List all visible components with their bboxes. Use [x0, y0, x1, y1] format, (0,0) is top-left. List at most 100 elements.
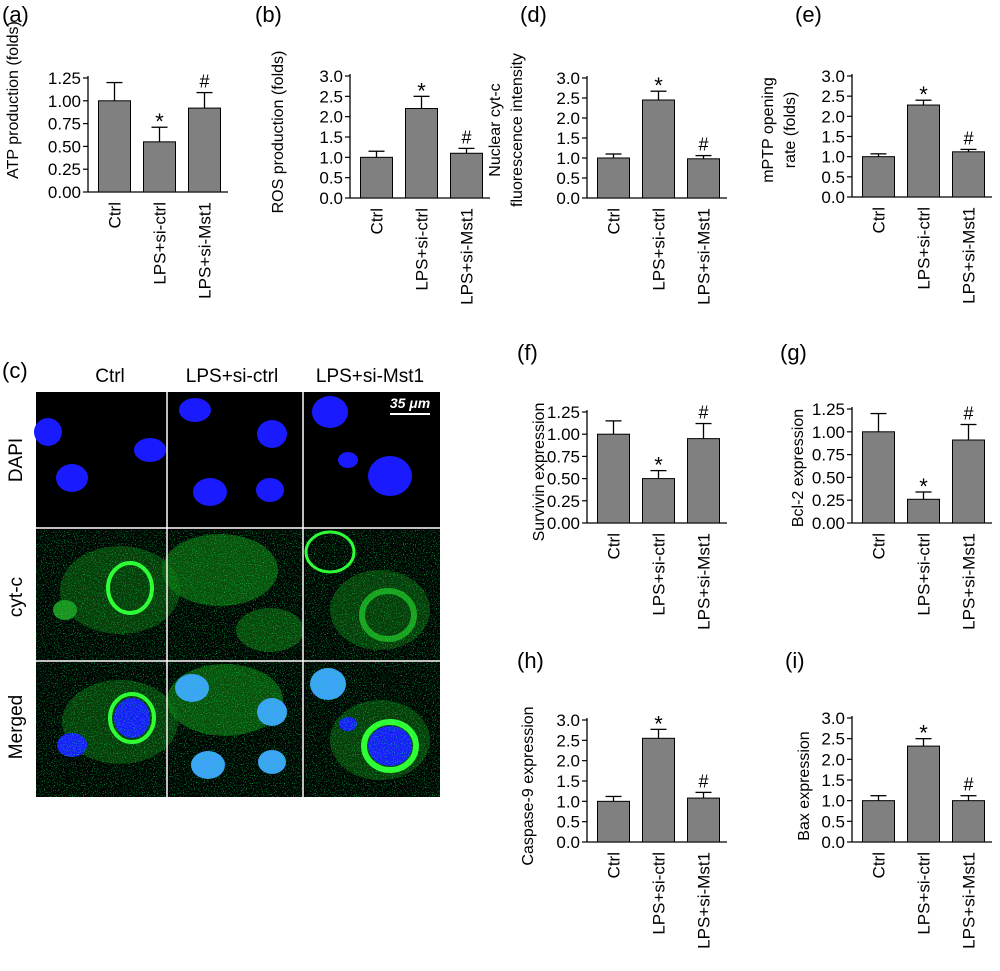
row-label-merged: Merged [6, 695, 27, 759]
image-dapi-lps-si-ctrl [179, 398, 287, 506]
y-tick-label-g-0: 0.00 [812, 514, 845, 533]
bar-f-1 [642, 478, 675, 524]
y-tick-label-g-4: 1.00 [812, 423, 845, 442]
image-merged-lps-si-mst1 [305, 662, 440, 797]
category-label-a-2: LPS+si-Mst1 [196, 202, 215, 299]
y-tick-label-h-6: 3.0 [556, 711, 580, 730]
bar-i-2 [952, 800, 985, 843]
y-tick-label-f-2: 0.50 [547, 470, 580, 489]
y-axis-label-h-0: Caspase-9 expression [520, 706, 537, 865]
bar-h-2 [687, 797, 720, 843]
y-tick-label-h-2: 1.0 [556, 792, 580, 811]
bar-e-1 [907, 104, 940, 198]
significance-star-h: * [654, 711, 663, 736]
y-tick-label-g-3: 0.75 [812, 446, 845, 465]
column-label-ctrl: Ctrl [95, 366, 125, 387]
panel-label-b: (b) [255, 2, 282, 27]
panel-label-a: (a) [2, 2, 29, 27]
y-tick-label-b-0: 0.0 [319, 189, 343, 208]
image-dapi-ctrl [34, 418, 166, 492]
y-tick-label-h-5: 2.5 [556, 731, 580, 750]
y-axis-label-e-1: rate (folds) [782, 92, 799, 168]
y-tick-label-i-4: 2.0 [821, 750, 845, 769]
image-cytc-ctrl [36, 530, 180, 660]
scale-bar-label: 35 μm [390, 395, 430, 411]
category-label-e-0: Ctrl [870, 207, 889, 233]
significance-star-b: * [417, 78, 426, 103]
y-tick-label-b-3: 1.5 [319, 128, 343, 147]
y-tick-label-a-5: 1.25 [48, 69, 81, 88]
significance-hash-e: # [963, 128, 973, 148]
significance-hash-f: # [698, 403, 708, 423]
category-label-d-0: Ctrl [605, 208, 624, 234]
y-tick-label-b-2: 1.0 [319, 148, 343, 167]
category-label-d-1: LPS+si-ctrl [650, 208, 669, 291]
category-label-b-2: LPS+si-Mst1 [458, 208, 477, 305]
category-label-f-1: LPS+si-ctrl [650, 533, 669, 616]
y-tick-label-g-5: 1.25 [812, 400, 845, 419]
category-label-g-1: LPS+si-ctrl [915, 533, 934, 616]
y-axis-label-d-0: Nuclear cyt-c [487, 83, 504, 176]
bar-h-0 [597, 800, 630, 843]
y-tick-label-h-1: 0.5 [556, 813, 580, 832]
y-tick-label-g-2: 0.50 [812, 468, 845, 487]
y-tick-label-h-3: 1.5 [556, 772, 580, 791]
row-label-cytc: cyt-c [6, 577, 27, 617]
chart-panel-h: (h) Caspase-9 expression 0.00.5 1.01.52.0 2.… [517, 648, 727, 949]
category-label-d-2: LPS+si-Mst1 [695, 208, 714, 305]
bar-f-2 [687, 438, 720, 524]
y-tick-label-e-0: 0.0 [821, 188, 845, 207]
significance-star-i: * [919, 721, 928, 746]
y-tick-label-i-1: 0.5 [821, 812, 845, 831]
bar-a-2 [188, 107, 221, 193]
image-merged-lps-si-ctrl [167, 662, 302, 797]
bar-e-2 [952, 151, 985, 198]
panel-label-c: (c) [2, 358, 28, 383]
bar-i-0 [862, 800, 895, 843]
y-tick-label-e-6: 3.0 [821, 67, 845, 86]
panel-label-e: (e) [795, 2, 822, 27]
category-label-f-2: LPS+si-Mst1 [695, 533, 714, 630]
category-label-a-0: Ctrl [106, 202, 125, 228]
category-label-h-1: LPS+si-ctrl [650, 852, 669, 935]
bar-b-0 [360, 156, 393, 199]
y-tick-label-i-6: 3.0 [821, 709, 845, 728]
y-tick-label-h-0: 0.0 [556, 833, 580, 852]
significance-star-d: * [654, 73, 663, 98]
panel-label-g: (g) [780, 340, 807, 365]
scale-bar: 35 μm [390, 395, 430, 415]
row-label-dapi: DAPI [6, 438, 27, 482]
bar-g-2 [952, 439, 985, 524]
bar-i-1 [907, 745, 940, 843]
bar-a-0 [98, 100, 131, 193]
y-tick-label-a-3: 0.75 [48, 115, 81, 134]
y-tick-label-d-4: 2.0 [556, 109, 580, 128]
significance-star-g: * [919, 474, 928, 499]
y-tick-label-i-0: 0.0 [821, 833, 845, 852]
y-tick-label-b-4: 2.0 [319, 108, 343, 127]
y-axis-label-a-0: ATP production (folds) [5, 21, 22, 179]
micrograph-grid-lines [36, 392, 440, 797]
bar-g-0 [862, 431, 895, 524]
significance-hash-h: # [698, 771, 708, 791]
y-tick-label-f-3: 0.75 [547, 447, 580, 466]
y-tick-label-d-1: 0.5 [556, 169, 580, 188]
y-axis-label-f-0: Survivin expression [531, 403, 548, 542]
y-tick-label-d-5: 2.5 [556, 89, 580, 108]
category-label-i-0: Ctrl [870, 852, 889, 878]
y-tick-label-b-5: 2.5 [319, 87, 343, 106]
panel-label-f: (f) [517, 340, 538, 365]
category-label-h-2: LPS+si-Mst1 [695, 852, 714, 949]
y-tick-label-e-1: 0.5 [821, 168, 845, 187]
panel-label-d: (d) [520, 2, 547, 27]
category-label-b-1: LPS+si-ctrl [413, 208, 432, 291]
y-tick-label-e-4: 2.0 [821, 107, 845, 126]
y-axis-label-g-0: Bcl-2 expression [790, 409, 807, 527]
y-axis-label-d-1: fluorescence intensity [509, 53, 526, 207]
category-label-i-2: LPS+si-Mst1 [960, 852, 979, 949]
chart-panel-e: (e) mPTP opening rate (folds) 0.00.51.01.5 2… [760, 2, 992, 304]
y-tick-label-d-2: 1.0 [556, 149, 580, 168]
image-cytc-lps-si-mst1 [304, 530, 440, 660]
bar-b-2 [450, 152, 483, 199]
